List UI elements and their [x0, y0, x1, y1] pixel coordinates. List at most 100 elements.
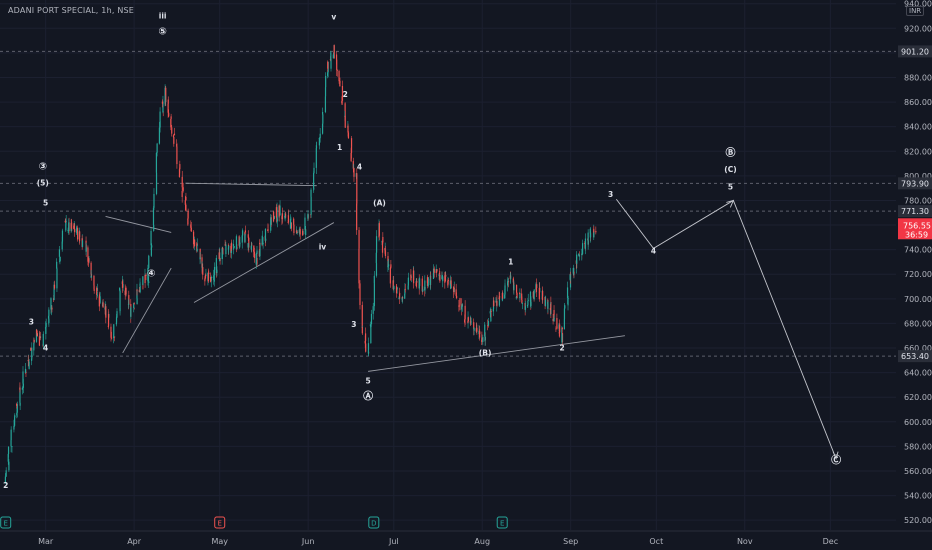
- candle-body: [326, 72, 329, 76]
- candle-body: [147, 268, 149, 282]
- candle-body: [544, 299, 547, 306]
- candle-body: [273, 216, 275, 220]
- candle-body: [327, 61, 329, 69]
- candle-body: [196, 243, 198, 252]
- candle-body: [529, 291, 532, 302]
- candle-body: [145, 274, 147, 276]
- trendline: [185, 182, 317, 187]
- candle-body: [507, 281, 510, 283]
- candle-body: [90, 262, 92, 275]
- candle-body: [359, 283, 361, 305]
- candle-body: [347, 132, 350, 139]
- candle-body: [313, 173, 315, 188]
- candle-body: [278, 205, 280, 217]
- candle-body: [171, 127, 173, 134]
- candle-body: [313, 167, 315, 174]
- candle-body: [8, 461, 10, 471]
- candle-body: [527, 299, 529, 301]
- candle-body: [350, 152, 352, 162]
- candle-body: [459, 298, 461, 305]
- candle-body: [576, 254, 578, 264]
- candle-body: [521, 299, 523, 304]
- candle-body: [484, 324, 486, 337]
- candle-body: [211, 277, 213, 279]
- candle-body: [467, 321, 469, 323]
- y-tick-label: 600.00: [904, 418, 932, 427]
- candle-body: [11, 446, 13, 448]
- candle-body: [148, 255, 150, 269]
- candle-body: [515, 297, 517, 299]
- candle-body: [36, 329, 38, 334]
- candle-body: [390, 264, 392, 268]
- y-tick-label: 640.00: [904, 369, 932, 378]
- candle-body: [501, 292, 503, 299]
- candle-body: [225, 244, 227, 246]
- candle-body: [416, 281, 418, 283]
- candle-body: [325, 75, 327, 88]
- candle-body: [365, 343, 367, 352]
- candle-body: [22, 371, 24, 384]
- candle-body: [279, 205, 281, 216]
- candle-body: [344, 103, 346, 117]
- candle-body: [396, 287, 398, 290]
- candle-body: [204, 278, 206, 282]
- candle-body: [516, 292, 518, 298]
- candle-body: [35, 329, 38, 342]
- candle-body: [59, 260, 61, 262]
- candle-body: [389, 282, 391, 284]
- candle-body: [73, 225, 75, 229]
- candle-body: [107, 325, 109, 327]
- candle-body: [424, 280, 426, 291]
- candle-body: [38, 336, 41, 346]
- x-tick-label: Apr: [127, 537, 142, 546]
- x-tick-label: Jul: [388, 537, 399, 546]
- candle-body: [42, 333, 44, 339]
- candle-body: [161, 101, 164, 104]
- candle-body: [213, 275, 215, 281]
- symbol-title[interactable]: ADANI PORT SPECIAL, 1h, NSE: [8, 6, 135, 15]
- candle-body: [113, 324, 115, 337]
- event-marker-label: E: [500, 520, 504, 528]
- candle-body: [378, 235, 380, 237]
- candle-body: [307, 214, 309, 219]
- candle-body: [515, 284, 518, 293]
- x-tick-label: Oct: [649, 537, 663, 546]
- wave-label: Ⓐ: [363, 390, 373, 403]
- candle-body: [130, 307, 132, 310]
- candle-body: [447, 280, 449, 281]
- candle-body: [364, 333, 367, 341]
- candle-body: [50, 298, 52, 310]
- candle-body: [504, 285, 506, 290]
- currency-badge[interactable]: INR: [906, 6, 925, 16]
- candle-body: [133, 307, 135, 309]
- y-tick-label: 840.00: [904, 123, 932, 132]
- candle-body: [42, 338, 44, 346]
- candle-body: [581, 243, 584, 255]
- candle-body: [304, 217, 306, 230]
- candle-body: [447, 280, 449, 286]
- candle-body: [310, 196, 312, 215]
- price-level-label: 793.90: [901, 179, 929, 188]
- candle-body: [77, 227, 79, 240]
- candle-body: [87, 247, 89, 262]
- candle-body: [121, 281, 124, 288]
- candle-body: [105, 306, 107, 318]
- candle-body: [589, 228, 591, 234]
- candle-body: [450, 280, 452, 289]
- candle-body: [176, 159, 178, 165]
- candle-body: [464, 305, 466, 320]
- candle-body: [381, 241, 384, 253]
- y-tick-label: 920.00: [904, 24, 932, 33]
- candle-body: [116, 311, 118, 318]
- candle-body: [113, 336, 115, 339]
- candle-body: [389, 267, 391, 283]
- candle-body: [469, 321, 471, 323]
- candle-body: [239, 242, 241, 244]
- candle-body: [375, 252, 377, 264]
- candle-body: [421, 278, 423, 292]
- candle-body: [322, 112, 324, 115]
- candle-body: [336, 70, 338, 71]
- candle-body: [558, 332, 560, 334]
- candle-body: [487, 321, 490, 326]
